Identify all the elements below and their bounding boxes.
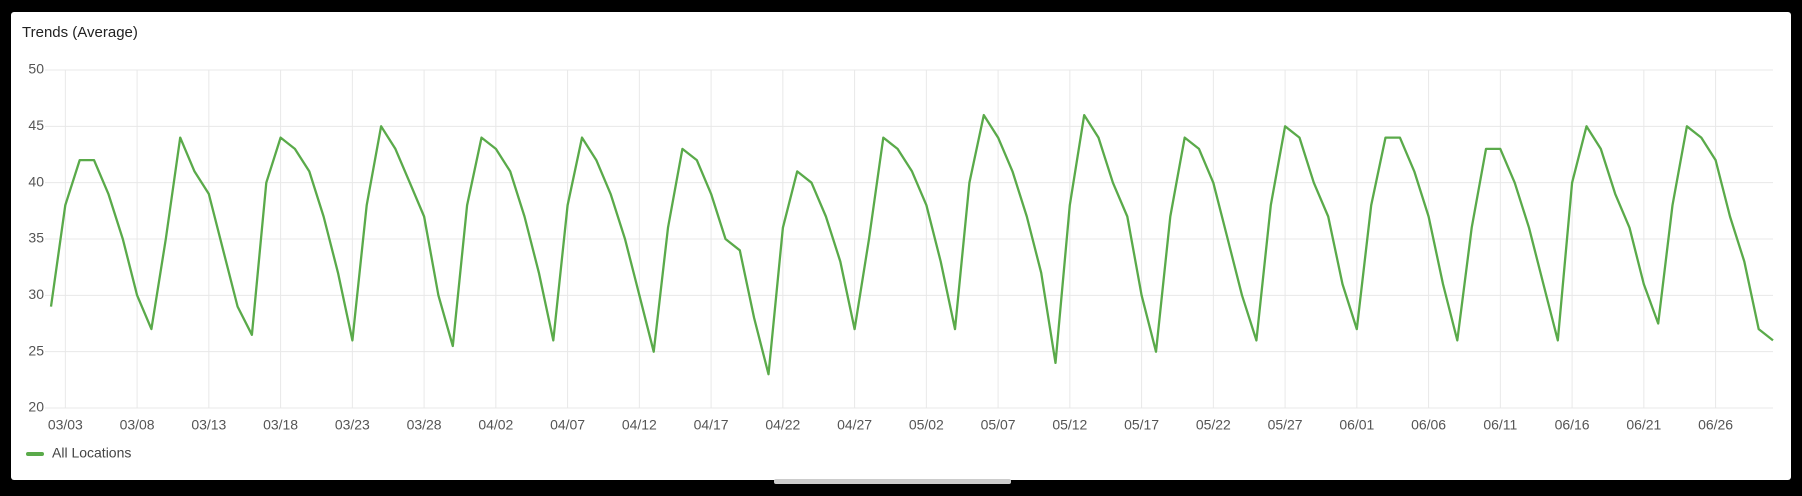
x-tick-label: 03/28 <box>407 417 442 433</box>
x-tick-label: 05/07 <box>981 417 1016 433</box>
y-tick-label: 30 <box>28 286 44 302</box>
x-tick-label: 03/23 <box>335 417 370 433</box>
x-tick-label: 05/12 <box>1052 417 1087 433</box>
x-tick-label: 04/17 <box>694 417 729 433</box>
y-tick-label: 35 <box>28 230 44 246</box>
legend-label: All Locations <box>52 445 131 461</box>
x-tick-label: 04/12 <box>622 417 657 433</box>
panel <box>11 12 1791 480</box>
x-tick-label: 06/21 <box>1626 417 1661 433</box>
x-tick-label: 06/06 <box>1411 417 1446 433</box>
y-tick-label: 45 <box>28 117 44 133</box>
scrollbar[interactable] <box>774 479 1011 484</box>
x-tick-label: 06/26 <box>1698 417 1733 433</box>
chart-title: Trends (Average) <box>22 24 138 41</box>
x-tick-label: 05/27 <box>1268 417 1303 433</box>
x-tick-label: 05/17 <box>1124 417 1159 433</box>
x-tick-label: 06/01 <box>1339 417 1374 433</box>
x-tick-label: 06/11 <box>1483 417 1517 433</box>
series-line <box>49 113 1774 376</box>
y-tick-label: 20 <box>28 399 44 415</box>
y-tick-label: 40 <box>28 173 44 189</box>
x-tick-label: 04/27 <box>837 417 872 433</box>
x-tick-label: 04/07 <box>550 417 585 433</box>
x-tick-label: 03/13 <box>191 417 226 433</box>
x-tick-label: 03/18 <box>263 417 298 433</box>
x-tick-label: 05/22 <box>1196 417 1231 433</box>
x-tick-label: 05/02 <box>909 417 944 433</box>
x-tick-label: 03/08 <box>120 417 155 433</box>
y-tick-label: 50 <box>28 61 44 77</box>
x-tick-label: 04/22 <box>765 417 800 433</box>
x-tick-label: 04/02 <box>478 417 513 433</box>
x-tick-label: 06/16 <box>1555 417 1590 433</box>
y-tick-label: 25 <box>28 342 44 358</box>
x-tick-label: 03/03 <box>48 417 83 433</box>
